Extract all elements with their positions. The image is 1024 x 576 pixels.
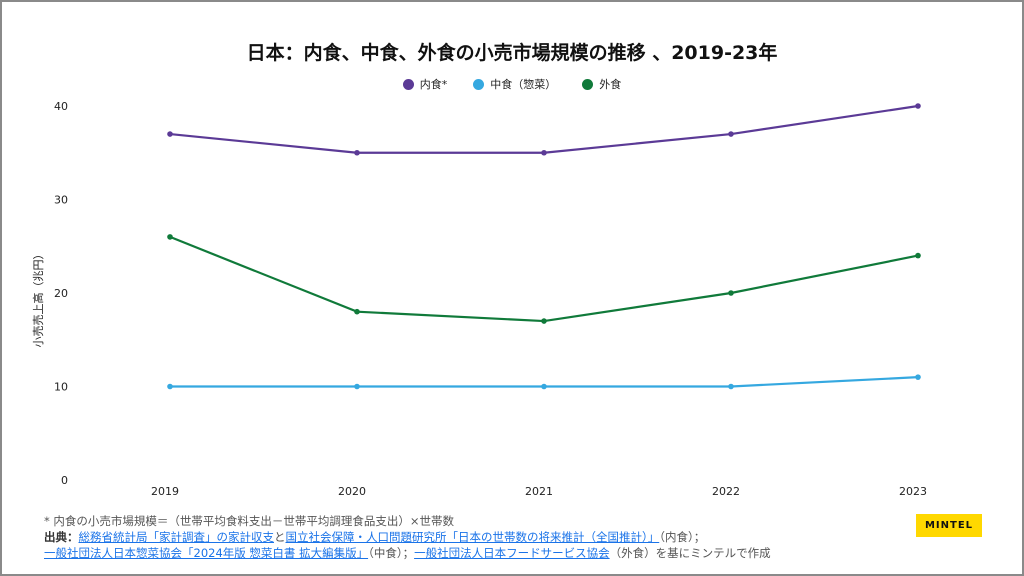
source-link[interactable]: 国立社会保障・人口問題研究所「日本の世帯数の将来推計（全国推計）」: [285, 530, 660, 544]
x-tick-label: 2020: [338, 485, 366, 498]
data-point: [728, 383, 734, 390]
legend-dot: [402, 78, 414, 90]
source-text: （外食）を基にミンテルで作成: [609, 546, 771, 560]
x-tick-label: 2021: [525, 485, 553, 498]
source-link[interactable]: 一般社団法人日本フードサービス協会: [414, 546, 610, 560]
legend-item-gaishoku: 外食: [582, 76, 621, 92]
data-point: [541, 149, 547, 156]
data-point: [354, 149, 360, 156]
data-point: [915, 374, 921, 380]
source-link[interactable]: 一般社団法人日本惣菜協会「2024年版 惣菜白書 拡大編集版」: [44, 546, 369, 560]
legend-dot: [582, 78, 594, 90]
data-point: [167, 234, 173, 240]
legend-item-nakashoku: 中食（惣菜）: [473, 76, 556, 92]
legend: 内食* 中食（惣菜） 外食: [0, 76, 1024, 92]
x-tick-label: 2023: [899, 485, 927, 498]
footnote-definition: * 内食の小売市場規模＝（世帯平均食料支出－世帯平均調理食品支出）×世帯数: [44, 514, 455, 528]
y-tick-label: 20: [54, 287, 68, 300]
legend-label: 中食（惣菜）: [490, 78, 557, 91]
data-point: [541, 383, 547, 390]
footnote-source-1: 出典：総務省統計局「家計調査」の家計収支と国立社会保障・人口問題研究所「日本の世…: [44, 529, 705, 545]
y-tick-label: 30: [54, 194, 68, 207]
source-text: （中食）；: [368, 546, 415, 560]
data-point: [167, 131, 173, 137]
data-point: [541, 318, 547, 324]
data-point: [354, 383, 360, 390]
data-point: [915, 252, 921, 259]
chart-title: 日本：内食、中食、外食の小売市場規模の推移 、2019-23年: [246, 42, 778, 64]
mintel-logo: MINTEL: [916, 514, 982, 537]
data-point: [728, 290, 734, 296]
legend-item-naishoku: 内食*: [402, 76, 448, 92]
data-point: [354, 308, 360, 315]
data-point: [915, 103, 921, 109]
source-label: 出典：: [44, 530, 79, 544]
legend-label: 内食*: [419, 78, 448, 91]
legend-label: 外食: [599, 78, 622, 91]
source-text: （内食）；: [659, 530, 706, 544]
x-tick-label: 2019: [151, 485, 179, 498]
y-tick-label: 40: [54, 100, 68, 113]
data-point: [728, 131, 734, 137]
legend-dot: [473, 78, 485, 90]
y-tick-label: 10: [54, 381, 68, 394]
source-link[interactable]: 総務省統計局「家計調査」の家計収支: [78, 530, 275, 544]
footnote-source-2: 一般社団法人日本惣菜協会「2024年版 惣菜白書 拡大編集版」（中食）；一般社団…: [44, 545, 771, 561]
x-tick-label: 2022: [712, 485, 740, 498]
series-line: [169, 104, 919, 154]
series-line: [169, 235, 919, 323]
source-text: と: [274, 530, 286, 544]
data-point: [167, 383, 173, 390]
y-tick-label: 0: [61, 474, 68, 487]
